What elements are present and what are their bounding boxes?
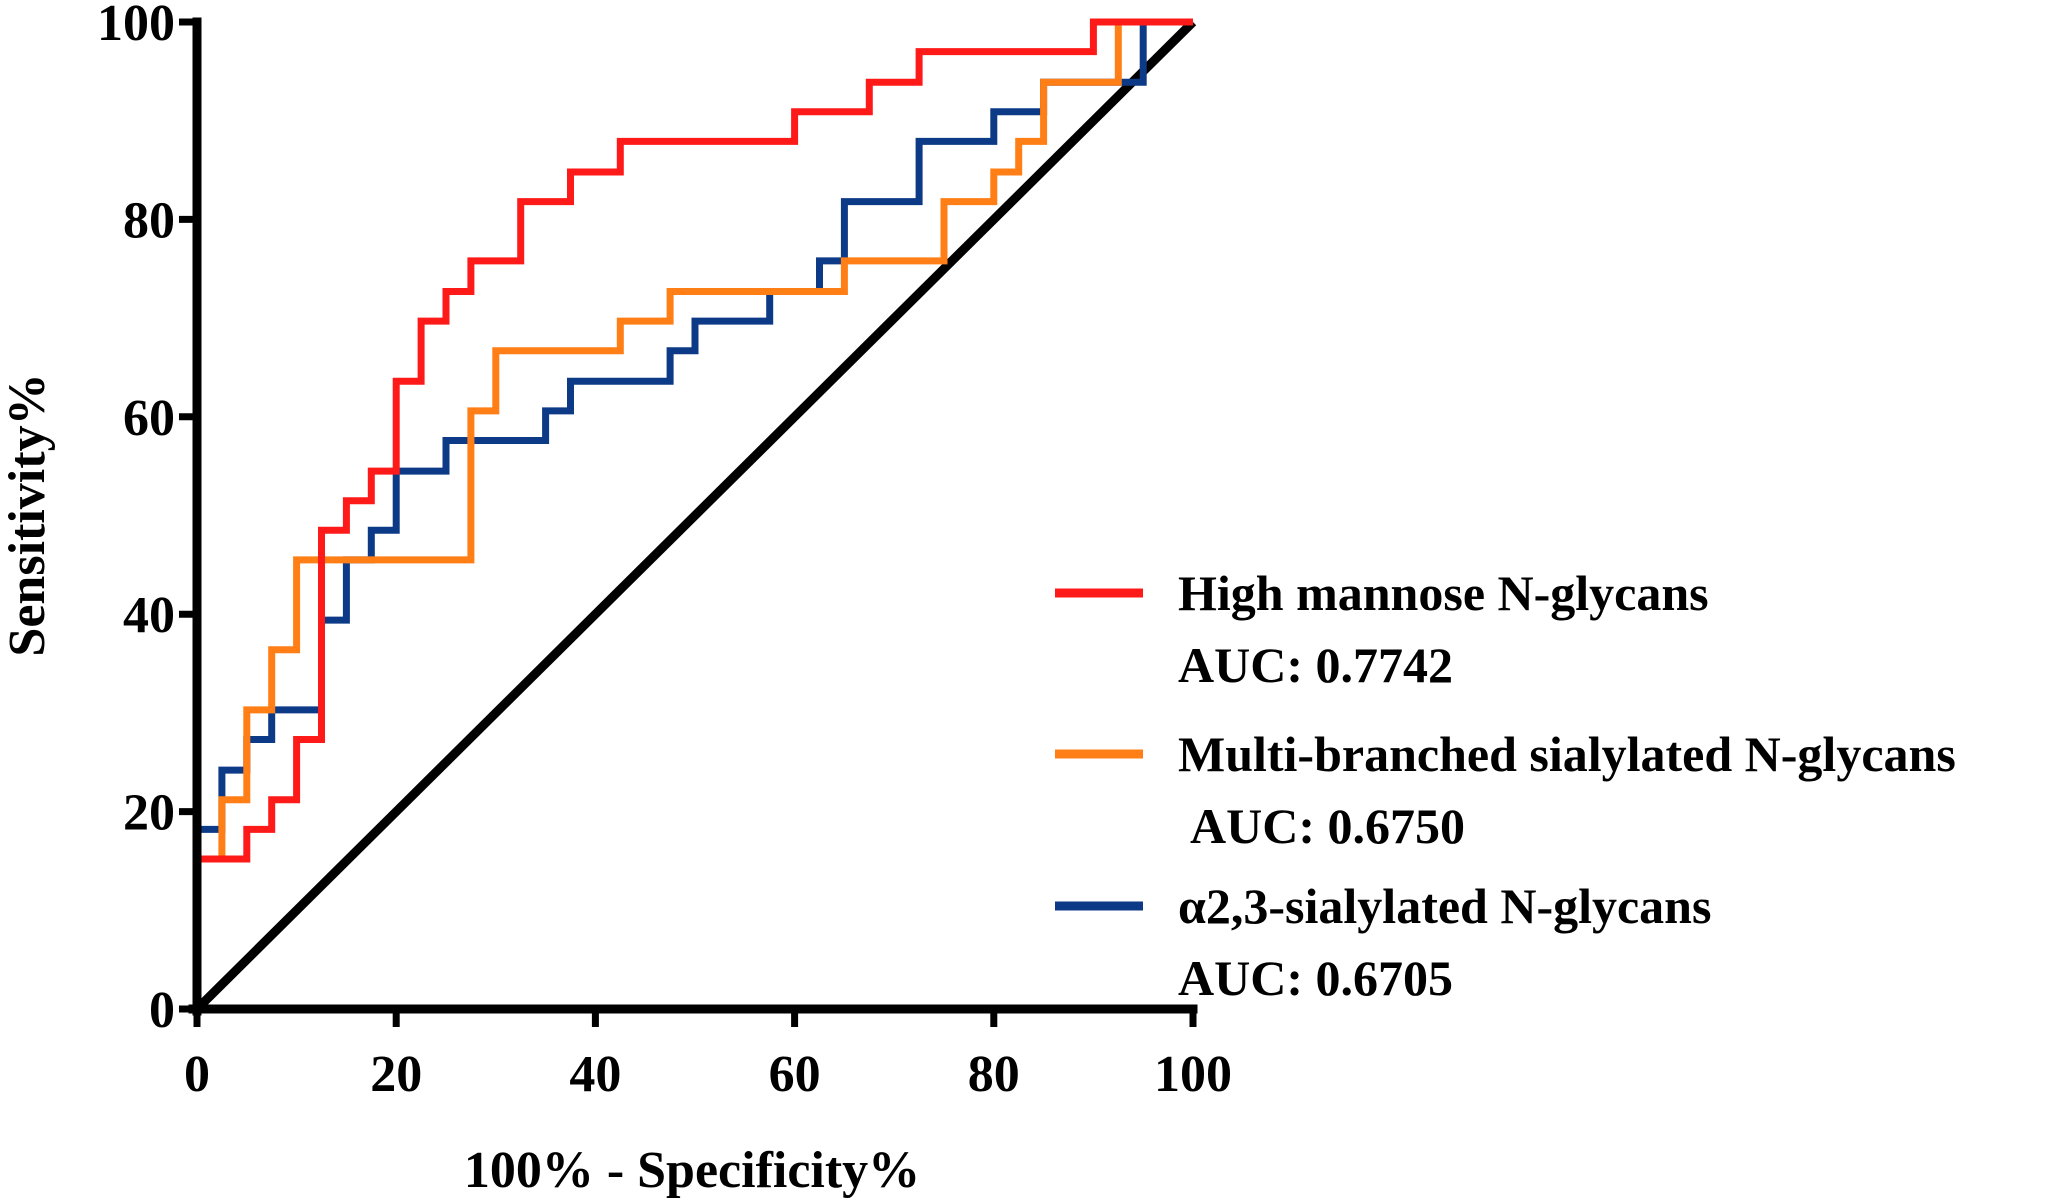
ticks-layer: 0 20 40 60 80 100 0 20 40 60 80 100 [97,0,1232,1103]
axes-layer [188,17,1198,1016]
y-tick-label: 0 [149,982,175,1039]
y-tick-label: 40 [123,587,175,644]
legend-label-high-mannose: High mannose N-glycans [1178,565,1709,621]
reference-diagonal-line [193,18,1197,1013]
legend-label-multi-branched: Multi-branched sialylated N-glycans [1178,726,1956,782]
y-axis-title: Sensitivity% [0,373,56,656]
y-tick-label: 100 [97,0,175,52]
x-tick-label: 20 [370,1046,422,1103]
x-tick-label: 60 [769,1046,821,1103]
series-layer [193,18,1193,1009]
legend: High mannose N-glycans AUC: 0.7742 Multi… [1055,565,1956,1006]
x-tick-label: 100 [1154,1046,1232,1103]
x-axis-title: 100% - Specificity% [464,1142,920,1199]
series-line-2-3-sialylated-n-glycans [193,18,1193,861]
legend-auc-high-mannose: AUC: 0.7742 [1178,637,1453,693]
x-tick-label: 0 [184,1046,210,1103]
x-tick-label: 80 [968,1046,1020,1103]
y-tick-label: 80 [123,192,175,249]
y-tick-label: 20 [123,785,175,842]
reference-line-layer [193,18,1197,1013]
series-line-high-mannose-n-glycans [193,18,1193,1009]
series-line-multi-branched-sialylated-n-glycans [218,18,1193,859]
legend-auc-multi-branched: AUC: 0.6750 [1190,798,1465,854]
legend-label-a23-sialylated: α2,3-sialylated N-glycans [1178,878,1711,934]
y-tick-label: 60 [123,390,175,447]
legend-auc-a23-sialylated: AUC: 0.6705 [1178,950,1453,1006]
x-tick-label: 40 [569,1046,621,1103]
